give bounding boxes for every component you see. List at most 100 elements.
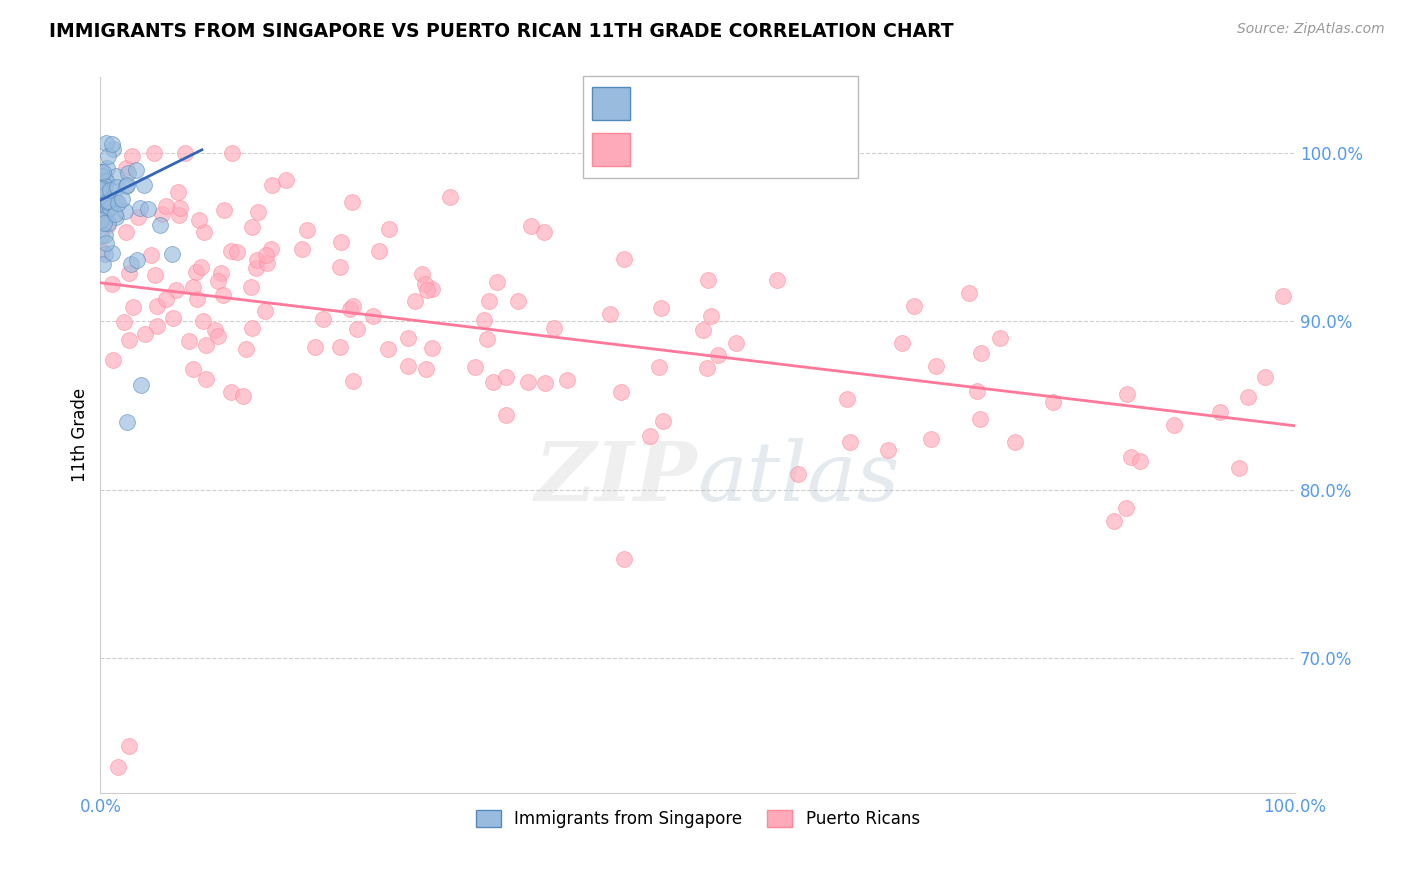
Point bbox=[970, 346, 993, 360]
Point bbox=[903, 299, 925, 313]
Point bbox=[232, 389, 254, 403]
Point bbox=[966, 384, 988, 398]
Point bbox=[520, 219, 543, 233]
Point bbox=[969, 412, 991, 426]
Point bbox=[169, 208, 191, 222]
Point bbox=[707, 348, 730, 362]
Point bbox=[415, 283, 437, 297]
FancyBboxPatch shape bbox=[592, 133, 630, 166]
Point bbox=[100, 277, 122, 291]
Point bbox=[91, 181, 114, 195]
FancyBboxPatch shape bbox=[583, 76, 858, 178]
Point bbox=[725, 335, 748, 350]
Point bbox=[1208, 405, 1230, 419]
Point bbox=[114, 204, 136, 219]
Point bbox=[330, 235, 353, 249]
Point bbox=[105, 194, 128, 209]
Point bbox=[1115, 500, 1137, 515]
Point bbox=[181, 362, 204, 376]
Point bbox=[439, 190, 461, 204]
Point bbox=[890, 335, 912, 350]
Point bbox=[1115, 387, 1137, 401]
Point bbox=[166, 186, 188, 200]
Point bbox=[90, 165, 112, 179]
Point bbox=[274, 173, 297, 187]
Point bbox=[1227, 460, 1250, 475]
Point bbox=[1253, 370, 1275, 384]
Text: IMMIGRANTS FROM SINGAPORE VS PUERTO RICAN 11TH GRADE CORRELATION CHART: IMMIGRANTS FROM SINGAPORE VS PUERTO RICA… bbox=[49, 22, 953, 41]
Point bbox=[1004, 434, 1026, 449]
Point bbox=[246, 252, 269, 267]
Point bbox=[219, 244, 242, 259]
Point bbox=[173, 146, 195, 161]
Point bbox=[160, 246, 183, 260]
Legend: Immigrants from Singapore, Puerto Ricans: Immigrants from Singapore, Puerto Ricans bbox=[470, 803, 927, 834]
Point bbox=[245, 260, 267, 275]
Y-axis label: 11th Grade: 11th Grade bbox=[72, 388, 89, 482]
Point bbox=[240, 220, 263, 235]
Point bbox=[186, 293, 208, 307]
Point bbox=[221, 146, 243, 161]
Point bbox=[122, 300, 145, 314]
Point bbox=[508, 293, 530, 308]
Point bbox=[111, 192, 134, 206]
Point bbox=[262, 178, 284, 193]
Point bbox=[235, 342, 257, 356]
Point bbox=[485, 275, 508, 289]
Point bbox=[115, 161, 138, 175]
Point bbox=[1129, 454, 1152, 468]
Text: 56: 56 bbox=[808, 95, 831, 112]
Point bbox=[90, 212, 112, 227]
Point bbox=[363, 309, 385, 323]
Point bbox=[240, 280, 263, 294]
Point bbox=[254, 248, 277, 262]
Point bbox=[329, 340, 352, 354]
Point bbox=[150, 207, 173, 221]
Point bbox=[125, 253, 148, 268]
Text: 0.149: 0.149 bbox=[699, 95, 751, 112]
Point bbox=[91, 169, 114, 183]
Text: R =: R = bbox=[638, 141, 675, 159]
Point bbox=[118, 739, 141, 753]
Point bbox=[112, 315, 135, 329]
Point bbox=[115, 225, 138, 239]
Point bbox=[256, 256, 278, 270]
Point bbox=[89, 194, 111, 209]
Point bbox=[295, 223, 318, 237]
Point bbox=[94, 246, 117, 260]
Point bbox=[613, 552, 636, 566]
Point bbox=[103, 353, 125, 368]
Point bbox=[209, 266, 232, 280]
Point bbox=[191, 314, 214, 328]
Point bbox=[533, 226, 555, 240]
Point bbox=[115, 416, 138, 430]
Point bbox=[96, 161, 118, 176]
Point bbox=[472, 313, 495, 327]
Point bbox=[475, 332, 498, 346]
Point bbox=[96, 194, 118, 209]
Point bbox=[190, 260, 212, 275]
Point bbox=[146, 318, 169, 333]
Point bbox=[838, 434, 860, 449]
Point bbox=[260, 242, 283, 256]
Point bbox=[329, 260, 352, 274]
Text: Source: ZipAtlas.com: Source: ZipAtlas.com bbox=[1237, 22, 1385, 37]
Point bbox=[516, 376, 538, 390]
Point bbox=[97, 218, 120, 232]
Point bbox=[155, 292, 177, 306]
Point bbox=[96, 194, 118, 208]
Point bbox=[104, 211, 127, 225]
Point bbox=[139, 248, 162, 262]
Point bbox=[207, 275, 229, 289]
Point bbox=[1119, 450, 1142, 464]
Point bbox=[93, 176, 115, 190]
Point bbox=[181, 280, 204, 294]
Point bbox=[495, 408, 517, 422]
Point bbox=[195, 372, 218, 386]
FancyBboxPatch shape bbox=[592, 87, 630, 120]
Point bbox=[415, 361, 437, 376]
Point bbox=[96, 190, 118, 204]
Point bbox=[212, 287, 235, 301]
Point bbox=[107, 760, 129, 774]
Point bbox=[125, 163, 148, 178]
